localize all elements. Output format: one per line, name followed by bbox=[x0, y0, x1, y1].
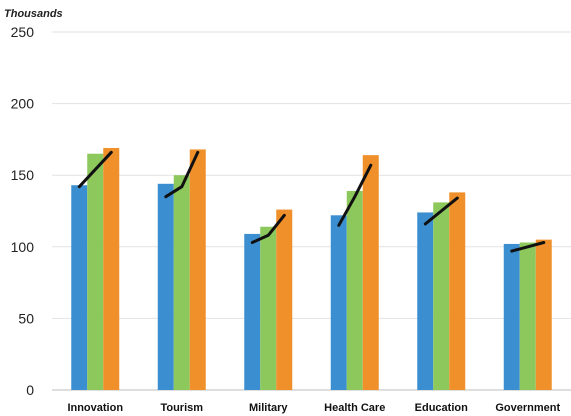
y-tick-labels: 0 50 100 150 200 250 bbox=[11, 24, 35, 398]
bar bbox=[362, 155, 379, 390]
trend-lines bbox=[77, 150, 546, 253]
bar bbox=[103, 147, 120, 390]
bar bbox=[173, 175, 190, 390]
trend-line bbox=[250, 213, 286, 244]
bars bbox=[71, 147, 552, 390]
bar bbox=[260, 226, 277, 390]
trend-line bbox=[164, 150, 200, 199]
category-label: Military bbox=[249, 402, 288, 414]
category-label: Education bbox=[415, 402, 468, 414]
category-label: Government bbox=[495, 402, 560, 414]
bar bbox=[87, 153, 104, 390]
y-tick-label: 0 bbox=[26, 382, 34, 398]
grid bbox=[52, 31, 571, 391]
bar bbox=[417, 212, 434, 390]
y-tick-label: 100 bbox=[11, 239, 35, 255]
y-tick-label: 200 bbox=[11, 96, 35, 112]
category-label: Innovation bbox=[67, 402, 123, 414]
trend-line bbox=[337, 163, 373, 227]
bar bbox=[276, 209, 293, 390]
bar bbox=[449, 192, 466, 390]
category-label: Tourism bbox=[160, 402, 203, 414]
bar bbox=[535, 239, 552, 390]
trend-line bbox=[510, 241, 546, 253]
y-tick-label: 250 bbox=[11, 24, 35, 40]
category-labels: Innovation Tourism Military Health Care Educ… bbox=[67, 402, 560, 414]
trend-line bbox=[77, 150, 113, 189]
category-label: Health Care bbox=[324, 402, 385, 414]
bar bbox=[244, 233, 261, 390]
bar bbox=[189, 149, 206, 390]
bar bbox=[433, 202, 450, 390]
bar bbox=[330, 215, 347, 390]
bar bbox=[503, 243, 520, 390]
bar bbox=[346, 190, 363, 390]
trend-line bbox=[423, 196, 459, 226]
y-tick-label: 150 bbox=[11, 167, 35, 183]
bar bbox=[519, 242, 536, 390]
bar bbox=[157, 183, 174, 390]
y-tick-label: 50 bbox=[18, 310, 34, 326]
bar bbox=[71, 185, 88, 390]
y-unit-label: Thousands bbox=[4, 8, 63, 20]
